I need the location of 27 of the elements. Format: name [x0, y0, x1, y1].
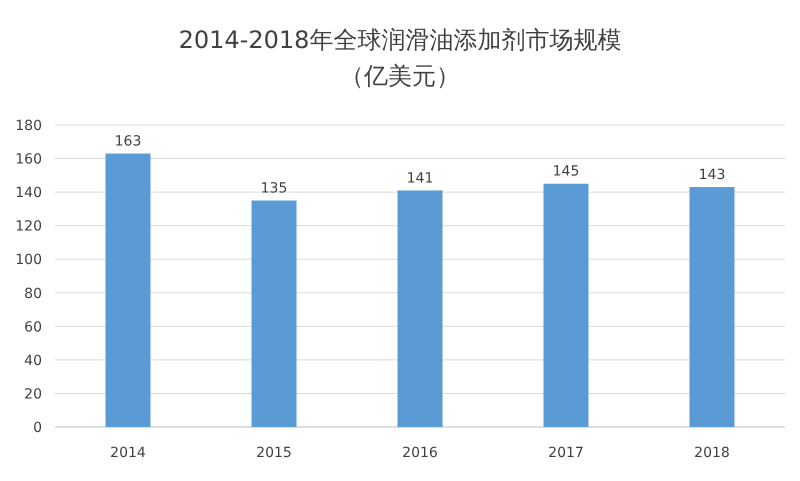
bar	[398, 190, 442, 427]
data-label: 145	[552, 164, 580, 180]
bar	[106, 154, 150, 427]
y-tick-label: 80	[24, 286, 42, 302]
y-tick-label: 40	[24, 352, 42, 369]
y-tick-label: 0	[33, 420, 42, 436]
x-tick-label: 2015	[256, 445, 292, 461]
chart-title: 2014-2018年全球润滑油添加剂市场规模	[178, 26, 622, 54]
bar	[690, 187, 734, 427]
x-tick-label: 2016	[402, 445, 438, 461]
y-tick-label: 100	[15, 252, 42, 268]
data-label: 143	[698, 167, 726, 184]
data-label: 135	[260, 180, 288, 196]
x-tick-label: 2017	[548, 445, 584, 461]
x-tick-label: 2018	[694, 445, 730, 461]
y-tick-label: 120	[15, 218, 42, 235]
bar	[544, 184, 588, 427]
x-tick-label: 2014	[110, 445, 146, 461]
y-tick-label: 140	[15, 185, 42, 202]
y-tick-label: 160	[15, 152, 42, 168]
y-tick-label: 180	[15, 118, 42, 134]
bar	[252, 200, 296, 427]
y-tick-label: 20	[24, 386, 42, 402]
data-label: 141	[406, 170, 434, 186]
y-tick-label: 60	[24, 319, 42, 336]
data-label: 163	[114, 134, 142, 150]
chart-subtitle: （亿美元）	[340, 62, 460, 90]
